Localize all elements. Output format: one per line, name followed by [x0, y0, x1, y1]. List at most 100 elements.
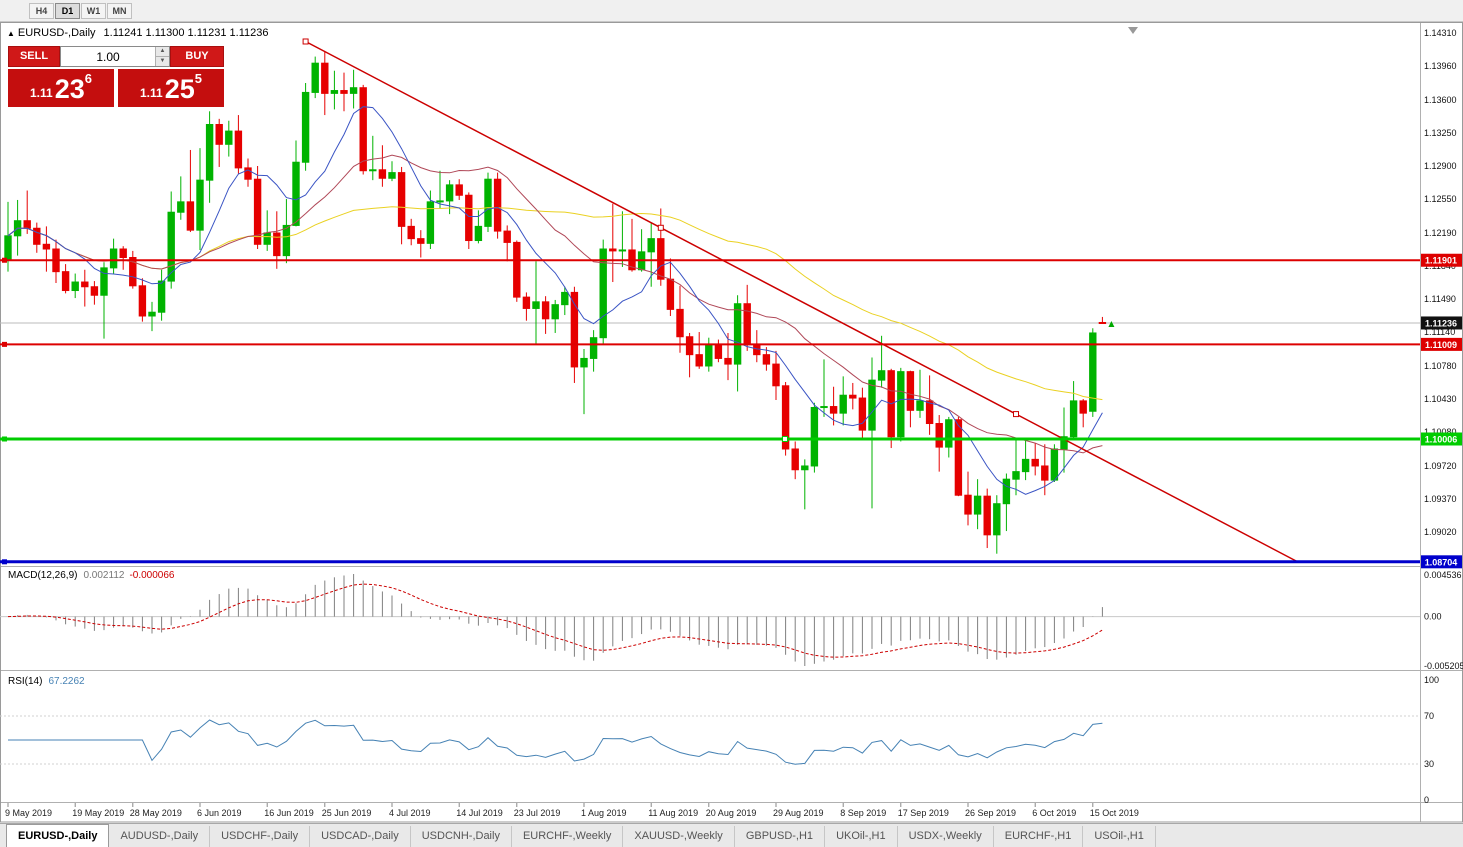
svg-text:0.00: 0.00 — [1424, 612, 1442, 622]
hline-handle — [2, 559, 7, 565]
buy-price-big: 25 — [164, 74, 195, 104]
svg-text:8 Sep 2019: 8 Sep 2019 — [840, 808, 886, 818]
svg-text:11 Aug 2019: 11 Aug 2019 — [648, 808, 698, 818]
rsi-indicator-label: RSI(14) 67.2262 — [8, 676, 85, 687]
timeframe-w1-button[interactable]: W1 — [81, 3, 106, 19]
timeframe-mn-button[interactable]: MN — [107, 3, 132, 19]
buy-price-prefix: 1.11 — [140, 86, 163, 100]
macd-signal-line — [7, 583, 1103, 658]
price-badge-1.11901: 1.11901 — [1421, 253, 1462, 267]
svg-text:1.08704: 1.08704 — [1425, 557, 1458, 567]
chart-symbol-label: EURUSD-,Daily — [17, 27, 96, 39]
svg-text:15 Oct 2019: 15 Oct 2019 — [1090, 808, 1139, 818]
svg-text:-0.005205: -0.005205 — [1424, 661, 1463, 671]
svg-text:1.13960: 1.13960 — [1424, 61, 1457, 71]
volume-spinner: ▲ ▼ — [155, 47, 169, 66]
svg-text:23 Jul 2019: 23 Jul 2019 — [514, 808, 561, 818]
svg-text:1.13250: 1.13250 — [1424, 128, 1457, 138]
chart-tab-xauusd-weekly[interactable]: XAUUSD-,Weekly — [623, 826, 735, 847]
svg-text:70: 70 — [1424, 711, 1434, 721]
price-badge-current: 1.11236 — [1421, 316, 1462, 330]
svg-text:9 May 2019: 9 May 2019 — [5, 808, 52, 818]
chart-ohlc-values: 1.11241 1.11300 1.11231 1.11236 — [103, 27, 269, 39]
chart-window: 1.14310 1.13960 1.13600 1.13250 1.12900 1.125… — [0, 22, 1463, 823]
rsi-name: RSI(14) — [8, 676, 43, 687]
chart-tab-usdcnh-daily[interactable]: USDCNH-,Daily — [411, 826, 512, 847]
chart-tab-eurusd-daily[interactable]: EURUSD-,Daily — [6, 824, 110, 847]
svg-text:19 May 2019: 19 May 2019 — [72, 808, 124, 818]
price-badge-1.08704: 1.08704 — [1421, 555, 1462, 569]
volume-box: ▲ ▼ — [60, 46, 170, 67]
svg-text:14 Jul 2019: 14 Jul 2019 — [456, 808, 503, 818]
svg-text:1.09720: 1.09720 — [1424, 461, 1457, 471]
horizontal-levels-layer[interactable] — [0, 257, 1420, 565]
chart-shift-marker-icon[interactable] — [1128, 27, 1138, 34]
one-click-trading-panel: SELL ▲ ▼ BUY 1.11 23 6 1.11 — [8, 46, 224, 107]
svg-text:20 Aug 2019: 20 Aug 2019 — [706, 808, 757, 818]
buy-price-sup: 5 — [194, 71, 202, 86]
svg-text:100: 100 — [1424, 675, 1439, 685]
svg-text:28 May 2019: 28 May 2019 — [130, 808, 182, 818]
timeframe-h4-button[interactable]: H4 — [29, 3, 54, 19]
svg-text:6 Jun 2019: 6 Jun 2019 — [197, 808, 242, 818]
buy-price-tile[interactable]: 1.11 25 5 — [118, 69, 224, 107]
svg-text:6 Oct 2019: 6 Oct 2019 — [1032, 808, 1076, 818]
sell-price-tile[interactable]: 1.11 23 6 — [8, 69, 114, 107]
svg-text:1.11490: 1.11490 — [1424, 294, 1456, 304]
chart-tab-eurchf-h1[interactable]: EURCHF-,H1 — [994, 826, 1084, 847]
svg-text:16 Jun 2019: 16 Jun 2019 — [264, 808, 314, 818]
chart-tab-usdcad-daily[interactable]: USDCAD-,Daily — [310, 826, 411, 847]
sell-button[interactable]: SELL — [8, 46, 60, 67]
svg-text:30: 30 — [1424, 759, 1434, 769]
svg-text:0: 0 — [1424, 795, 1429, 805]
ma-fast-line — [7, 106, 1103, 495]
hline-handle — [2, 257, 7, 263]
svg-text:1.10430: 1.10430 — [1424, 394, 1457, 404]
svg-text:1.10080: 1.10080 — [1424, 427, 1457, 437]
chart-canvas[interactable]: 1.14310 1.13960 1.13600 1.13250 1.12900 1.125… — [0, 22, 1463, 823]
descending-trendline — [305, 40, 1299, 563]
chart-tab-usdchf-daily[interactable]: USDCHF-,Daily — [210, 826, 311, 847]
price-badge-1.10006: 1.10006 — [1421, 432, 1462, 446]
volume-up-button[interactable]: ▲ — [156, 47, 169, 56]
macd-main-value: 0.002112 — [83, 570, 125, 581]
svg-text:26 Sep 2019: 26 Sep 2019 — [965, 808, 1016, 818]
trendline-handle — [1013, 411, 1019, 418]
price-badge-1.11009: 1.11009 — [1421, 337, 1462, 351]
price-scale[interactable]: 1.14310 1.13960 1.13600 1.13250 1.12900 1.125… — [1424, 28, 1457, 537]
chart-tab-eurchf-weekly[interactable]: EURCHF-,Weekly — [512, 826, 624, 847]
sell-price-prefix: 1.11 — [30, 86, 53, 100]
chart-tab-gbpusd-h1[interactable]: GBPUSD-,H1 — [735, 826, 826, 847]
svg-text:17 Sep 2019: 17 Sep 2019 — [898, 808, 949, 818]
trendline-handle — [657, 224, 664, 231]
rsi-value: 67.2262 — [48, 676, 85, 687]
svg-text:1.09370: 1.09370 — [1424, 494, 1457, 504]
svg-text:1.10780: 1.10780 — [1424, 361, 1457, 371]
buy-button[interactable]: BUY — [170, 46, 224, 67]
chart-tabs-bar: EURUSD-,Daily AUDUSD-,Daily USDCHF-,Daily U… — [0, 823, 1463, 847]
volume-down-button[interactable]: ▼ — [156, 56, 169, 66]
svg-text:25 Jun 2019: 25 Jun 2019 — [322, 808, 372, 818]
svg-text:4 Jul 2019: 4 Jul 2019 — [389, 808, 431, 818]
trendline-object[interactable] — [302, 38, 1299, 563]
svg-text:1 Aug 2019: 1 Aug 2019 — [581, 808, 627, 818]
svg-text:0.004536: 0.004536 — [1424, 570, 1462, 580]
timeframe-d1-button[interactable]: D1 — [55, 3, 80, 19]
symbol-marker-icon: ▲ — [7, 29, 15, 38]
chart-tab-ukoil-h1[interactable]: UKOil-,H1 — [825, 826, 898, 847]
date-axis[interactable]: 9 May 2019 19 May 2019 28 May 2019 6 Jun 20… — [5, 803, 1139, 818]
volume-input[interactable] — [61, 47, 155, 66]
macd-name: MACD(12,26,9) — [8, 570, 78, 581]
sell-price-big: 23 — [54, 74, 85, 104]
svg-text:29 Aug 2019: 29 Aug 2019 — [773, 808, 824, 818]
hline-handle — [2, 341, 7, 347]
chart-tab-usoil-h1[interactable]: USOil-,H1 — [1083, 826, 1156, 847]
chart-tab-audusd-daily[interactable]: AUDUSD-,Daily — [109, 826, 211, 847]
svg-text:1.11236: 1.11236 — [1425, 318, 1457, 328]
chart-tab-usdx-weekly[interactable]: USDX-,Weekly — [898, 826, 994, 847]
pane-frame — [0, 22, 1463, 823]
svg-text:1.11009: 1.11009 — [1425, 340, 1457, 350]
svg-text:1.12190: 1.12190 — [1424, 228, 1457, 238]
rsi-line — [8, 719, 1103, 765]
